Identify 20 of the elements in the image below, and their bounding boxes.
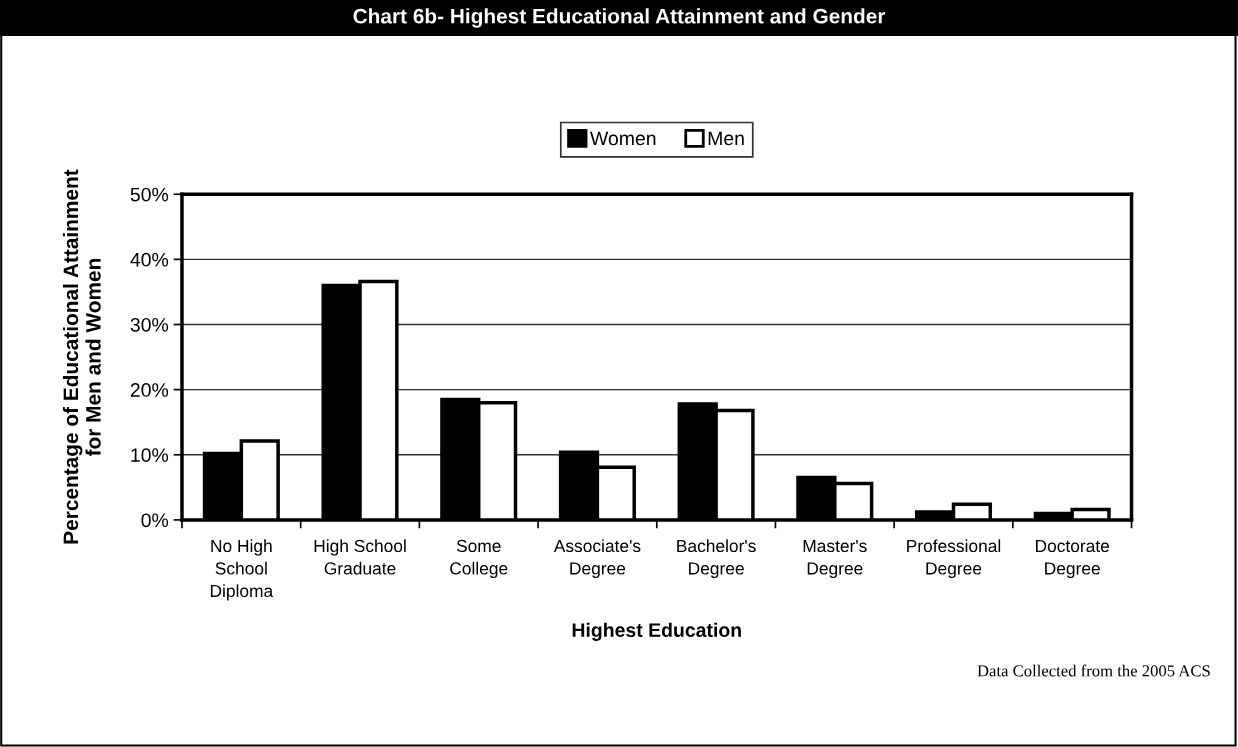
x-tick-label: Professional Degree — [907, 539, 1001, 579]
y-tick-label: 50% — [130, 187, 169, 202]
legend-label: Men — [708, 131, 744, 146]
y-tick-label: 0% — [141, 513, 169, 528]
y-tick-label: 10% — [131, 448, 169, 463]
x-tick-label: Bachelor's Degree — [677, 539, 756, 579]
legend-label: Women — [590, 131, 656, 146]
y-axis-title: Percentage of Educational Attainment for Men and Women — [62, 169, 101, 544]
y-tick-label: 40% — [130, 252, 169, 267]
x-axis-title: Highest Education — [572, 622, 741, 641]
y-tick-label: 20% — [130, 383, 169, 397]
x-tick-label: Some College — [450, 539, 508, 579]
chart-title: Chart 6b- Highest Educational Attainment and Gender — [353, 8, 886, 28]
x-tick-label: Associate's Degree — [553, 539, 641, 579]
x-tick-label: High School Graduate — [314, 539, 406, 575]
y-tick-label: 30% — [130, 317, 169, 332]
x-tick-label: Doctorate Degree — [1035, 539, 1110, 579]
text: Data Collected from the 2005 ACS — [977, 664, 1210, 677]
x-tick-label: No High School Diploma — [210, 539, 274, 601]
x-tick-label: Master's Degree — [803, 539, 867, 579]
